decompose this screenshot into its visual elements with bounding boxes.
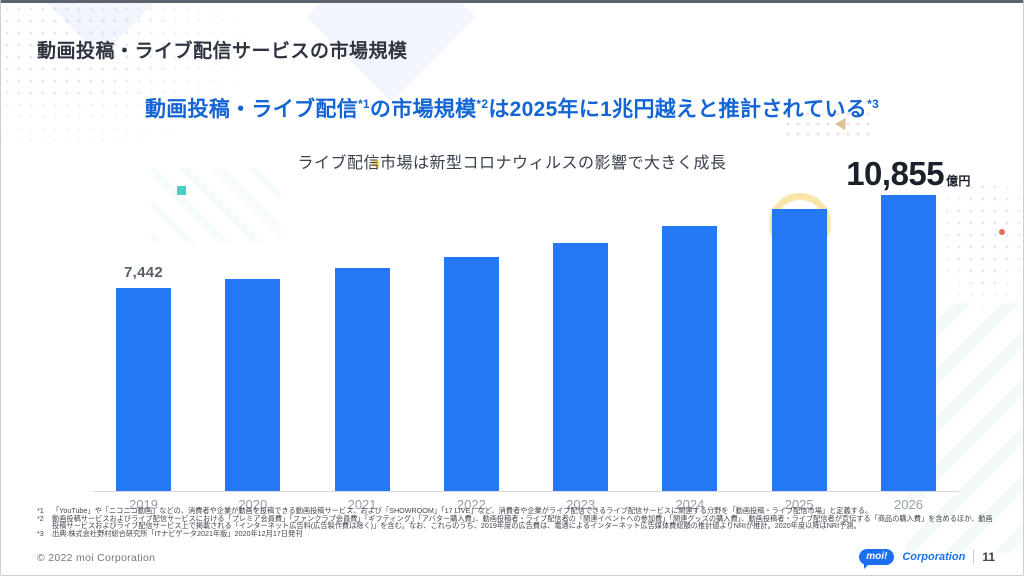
subtitle: ライブ配信市場は新型コロナウィルスの影響で大きく成長 bbox=[297, 155, 727, 172]
x-axis-tick-labels: 2019 2020 2021 2022 2023 2024 2025 2026 bbox=[93, 497, 959, 512]
bar-2024 bbox=[662, 226, 718, 491]
value-label-unit: 億円 bbox=[946, 174, 971, 188]
headline-text: 動画投稿・ライブ配信 bbox=[144, 98, 358, 121]
bar-column bbox=[225, 191, 281, 491]
footnote-row: *2 動画投稿サービスおよびライブ配信サービスにおける「プレミア会員費」「ファンク… bbox=[37, 513, 993, 531]
value-label-number: 10,855 bbox=[846, 155, 945, 192]
page-number: 11 bbox=[982, 550, 995, 564]
bar-2022 bbox=[443, 257, 499, 491]
x-tick-label: 2026 bbox=[894, 497, 923, 512]
footnote-ref-1: *1 bbox=[357, 97, 370, 111]
footnote-marker: *3 bbox=[37, 529, 44, 539]
bar-2023 bbox=[553, 243, 609, 491]
bar-column bbox=[553, 191, 609, 491]
footnote-row: *1 「YouTube」や「ニコニコ動画」などの、消費者や企業が動画を投稿できる動… bbox=[37, 507, 993, 515]
moi-logo-bubble-icon: moi! bbox=[859, 549, 895, 569]
x-tick-label: 2019 bbox=[129, 497, 158, 512]
bar-2021 bbox=[334, 268, 390, 491]
logo-corporation-text: Corporation bbox=[902, 551, 966, 563]
value-label: 10,855 億円 bbox=[846, 155, 971, 193]
red-dot-decoration bbox=[999, 229, 1005, 235]
footnote-marker: *2 bbox=[37, 513, 44, 523]
bar-2026 bbox=[880, 195, 936, 491]
footnote-text: 動画投稿サービスおよびライブ配信サービスにおける「プレミア会員費」「ファンクラブ… bbox=[52, 513, 993, 531]
footnote-marker: *1 bbox=[37, 506, 44, 515]
footnote-text: 「YouTube」や「ニコニコ動画」などの、消費者や企業が動画を投稿できる動画投… bbox=[52, 506, 873, 515]
footer-divider bbox=[973, 550, 975, 564]
footnote-ref-3: *3 bbox=[867, 97, 880, 111]
slide-title: 動画投稿・ライブ配信サービスの市場規模 bbox=[37, 41, 408, 62]
bar-column bbox=[662, 191, 718, 491]
bar-column: 10,855 億円 bbox=[846, 155, 970, 491]
footnote-text: 出典:株式会社野村総合研究所「ITナビゲータ2021年版」2020年12月17日… bbox=[52, 529, 303, 539]
company-logo: moi! Corporation 11 bbox=[859, 549, 995, 569]
bar-column: 7,442 bbox=[116, 191, 171, 491]
bar-column bbox=[443, 191, 499, 491]
value-label: 7,442 bbox=[124, 264, 163, 281]
x-axis-line bbox=[93, 491, 959, 492]
bar-2025 bbox=[771, 209, 827, 491]
value-label-number: 7,442 bbox=[123, 264, 164, 281]
x-tick-label: 2025 bbox=[784, 497, 814, 512]
x-tick-label: 2020 bbox=[238, 497, 268, 512]
x-tick-label: 2021 bbox=[347, 497, 377, 512]
bar-column bbox=[771, 191, 827, 491]
chart-plot-area: 7,442 10,855 億円 bbox=[93, 155, 970, 491]
x-tick-label: 2024 bbox=[675, 497, 705, 512]
x-tick-label: 2022 bbox=[456, 497, 486, 512]
halftone-dots-decoration bbox=[1, 3, 251, 153]
bar-2019 bbox=[116, 288, 171, 491]
copyright: © 2022 moi Corporation bbox=[37, 552, 156, 564]
headline: 動画投稿・ライブ配信*1の市場規模*2は2025年に1兆円越えと推計されている*… bbox=[1, 93, 1023, 123]
footnote-ref-2: *2 bbox=[476, 97, 489, 111]
bar-column bbox=[334, 191, 390, 491]
market-size-bar-chart: 7,442 10,855 億円 2019 2020 2021 2022 2023 2024 20… bbox=[93, 155, 970, 512]
footnote-row: *3 出典:株式会社野村総合研究所「ITナビゲータ2021年版」2020年12月1… bbox=[37, 530, 993, 538]
footnotes: *1 「YouTube」や「ニコニコ動画」などの、消費者や企業が動画を投稿できる動… bbox=[37, 507, 993, 538]
bar-2020 bbox=[225, 279, 281, 491]
x-tick-label: 2023 bbox=[566, 497, 596, 512]
headline-text: の市場規模 bbox=[369, 98, 477, 121]
moi-logo-text: moi! bbox=[866, 551, 888, 562]
headline-text: は2025年に1兆円越えと推計されている bbox=[488, 98, 868, 121]
